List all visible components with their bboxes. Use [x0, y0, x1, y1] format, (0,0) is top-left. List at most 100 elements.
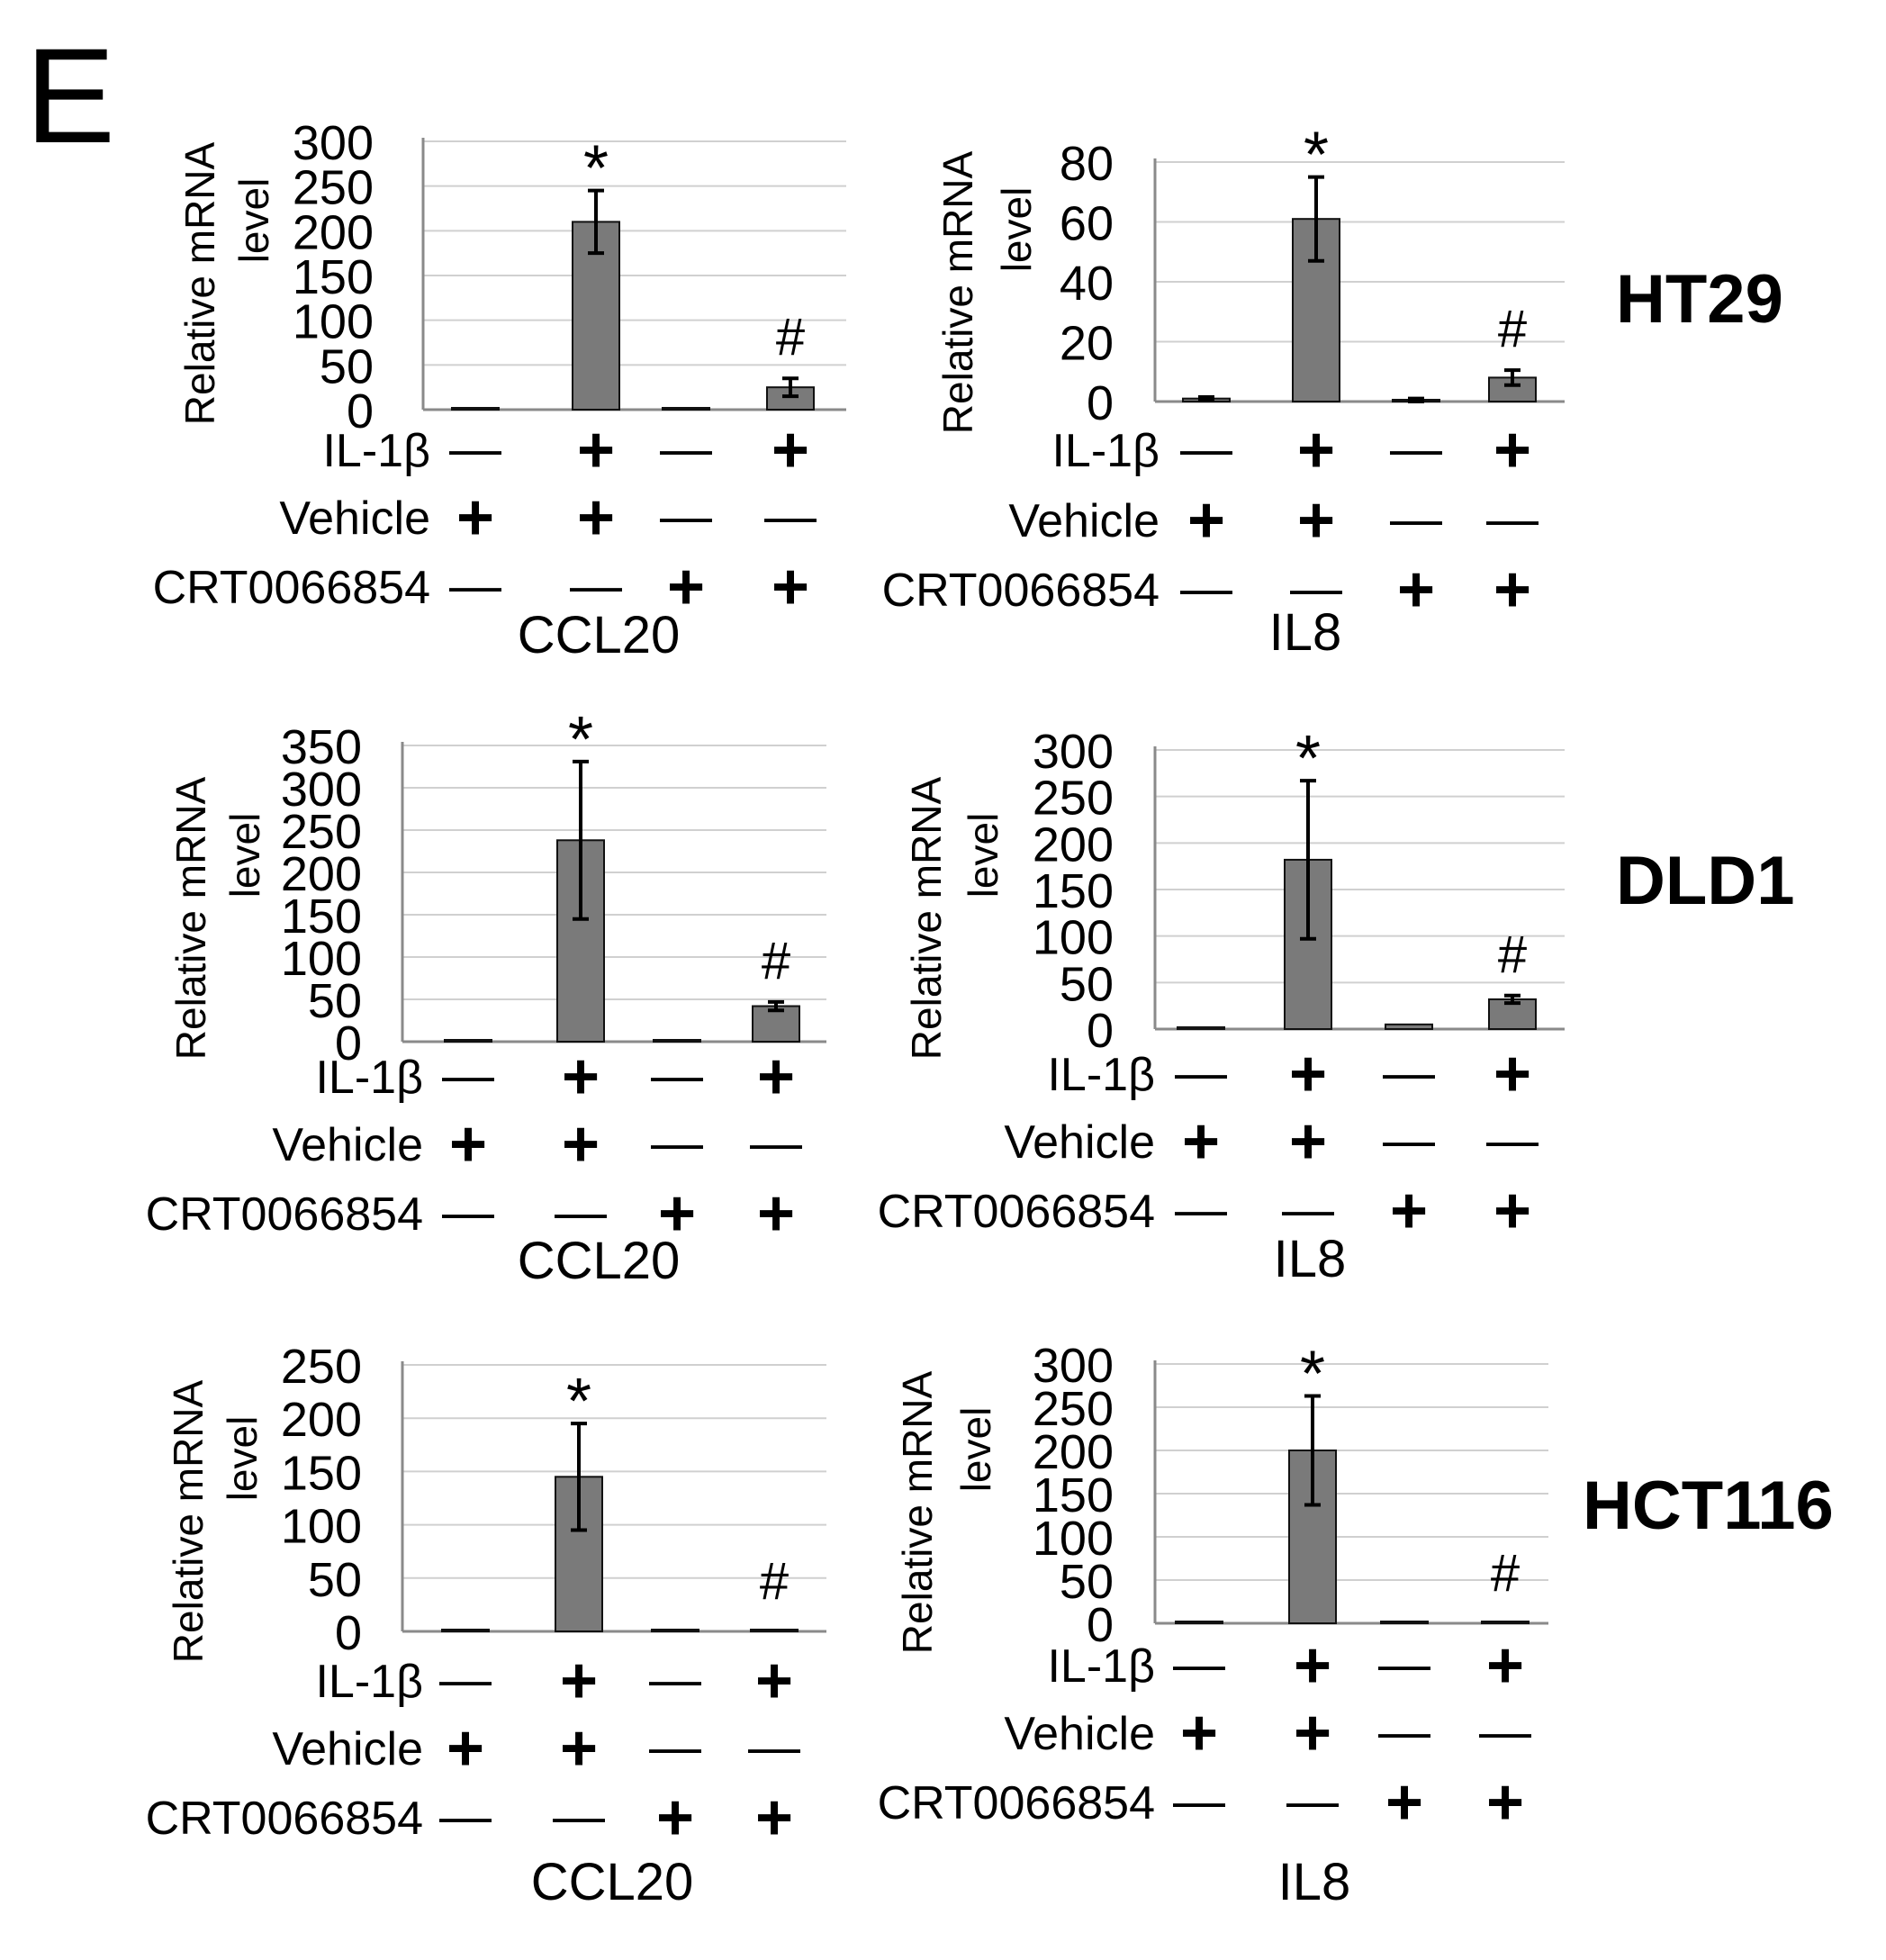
condition-minus: — [553, 1787, 605, 1846]
y-tick-label: 100 [1033, 911, 1114, 965]
bar [441, 1629, 490, 1632]
condition-minus: — [442, 1046, 494, 1105]
bar [651, 1629, 699, 1632]
condition-minus: — [439, 1787, 492, 1846]
y-tick-label: 20 [1060, 317, 1114, 371]
condition-row-label: IL-1β [315, 1052, 423, 1104]
y-tick-label: 0 [335, 1606, 362, 1660]
y-axis-label-line2: level [993, 187, 1040, 273]
condition-minus: — [1390, 490, 1442, 548]
condition-plus: + [560, 1645, 598, 1717]
gene-label: IL8 [1278, 1853, 1351, 1911]
y-tick-label: 250 [281, 1340, 362, 1394]
bar [1177, 1025, 1225, 1031]
y-tick-label: 80 [1060, 137, 1114, 191]
condition-plus: + [658, 1178, 696, 1250]
condition-plus: + [449, 1108, 487, 1180]
condition-minus: — [1383, 1111, 1435, 1170]
y-tick-label: 150 [281, 1446, 362, 1500]
panel-letter: E [25, 20, 115, 171]
y-tick-label: 200 [1033, 1425, 1114, 1479]
y-tick-label: 250 [281, 805, 362, 859]
bar [1380, 1621, 1429, 1624]
y-tick-label: 350 [281, 720, 362, 774]
condition-row-label: CRT0066854 [878, 1186, 1155, 1238]
condition-plus: + [1493, 1175, 1531, 1247]
y-tick-label: 50 [308, 974, 362, 1028]
condition-minus: — [1486, 490, 1539, 548]
condition-minus: — [660, 487, 712, 546]
significance-hash: # [1498, 926, 1527, 984]
y-tick-label: 50 [320, 339, 374, 393]
bar [1385, 1023, 1433, 1031]
significance-star: * [1304, 120, 1329, 192]
gene-label: IL8 [1269, 603, 1342, 662]
condition-minus: — [1486, 1111, 1539, 1170]
y-tick-label: 0 [1087, 1004, 1114, 1058]
condition-plus: + [772, 551, 809, 623]
condition-minus: — [1173, 1772, 1225, 1830]
y-axis-label-line2: level [230, 178, 277, 264]
condition-row-label: IL-1β [322, 425, 430, 477]
condition-plus: + [757, 1041, 795, 1113]
condition-minus: — [439, 1650, 492, 1709]
condition-minus: — [1390, 420, 1442, 478]
condition-row-label: CRT0066854 [146, 1793, 423, 1845]
y-axis-label-line2: level [219, 1416, 266, 1502]
condition-minus: — [1479, 1703, 1531, 1761]
condition-minus: — [748, 1718, 800, 1776]
condition-row-label: CRT0066854 [153, 562, 430, 614]
bar [1481, 1621, 1530, 1624]
y-tick-label: 50 [308, 1553, 362, 1607]
condition-plus: + [1297, 414, 1335, 486]
y-tick-label: 300 [293, 116, 374, 170]
condition-plus: + [1397, 554, 1435, 626]
condition-plus: + [562, 1108, 600, 1180]
condition-minus: — [1175, 1180, 1227, 1239]
y-tick-label: 250 [1033, 772, 1114, 826]
y-axis-label-line2: level [960, 813, 1006, 899]
significance-star: * [1300, 1339, 1325, 1411]
significance-hash: # [776, 308, 805, 366]
condition-plus: + [772, 414, 809, 486]
condition-minus: — [570, 556, 622, 615]
y-axis-label-line1: Relative mRNA [903, 776, 950, 1060]
condition-row-label: Vehicle [272, 1723, 423, 1775]
condition-plus: + [1486, 1630, 1524, 1702]
condition-row-label: IL-1β [1047, 1640, 1155, 1693]
condition-minus: — [750, 1114, 802, 1172]
condition-plus: + [1180, 1697, 1218, 1769]
condition-minus: — [1286, 1772, 1339, 1830]
bar [444, 1039, 492, 1043]
condition-plus: + [656, 1782, 694, 1854]
y-tick-label: 200 [293, 205, 374, 259]
condition-minus: — [555, 1183, 607, 1242]
y-tick-label: 100 [281, 932, 362, 986]
y-tick-label: 40 [1060, 257, 1114, 311]
y-tick-label: 0 [335, 1016, 362, 1070]
y-tick-label: 150 [293, 250, 374, 304]
bar [451, 407, 500, 411]
condition-plus: + [755, 1645, 793, 1717]
condition-row-label: CRT0066854 [146, 1188, 423, 1241]
y-axis-label-line2: level [952, 1407, 999, 1493]
y-tick-label: 0 [1087, 376, 1114, 430]
condition-row-label: IL-1β [315, 1656, 423, 1708]
condition-minus: — [1175, 1043, 1227, 1102]
condition-minus: — [1383, 1043, 1435, 1102]
significance-hash: # [762, 932, 790, 990]
y-tick-label: 0 [347, 384, 374, 438]
y-tick-label: 150 [1033, 864, 1114, 918]
condition-plus: + [1493, 1038, 1531, 1110]
condition-row-label: Vehicle [272, 1119, 423, 1171]
cell-line-label-dld1: DLD1 [1616, 843, 1794, 919]
y-tick-label: 300 [281, 763, 362, 817]
y-axis-label-line1: Relative mRNA [165, 1379, 212, 1663]
condition-row-label: Vehicle [279, 492, 430, 545]
condition-plus: + [755, 1782, 793, 1854]
condition-row-label: Vehicle [1004, 1116, 1155, 1169]
y-tick-label: 50 [1060, 957, 1114, 1011]
